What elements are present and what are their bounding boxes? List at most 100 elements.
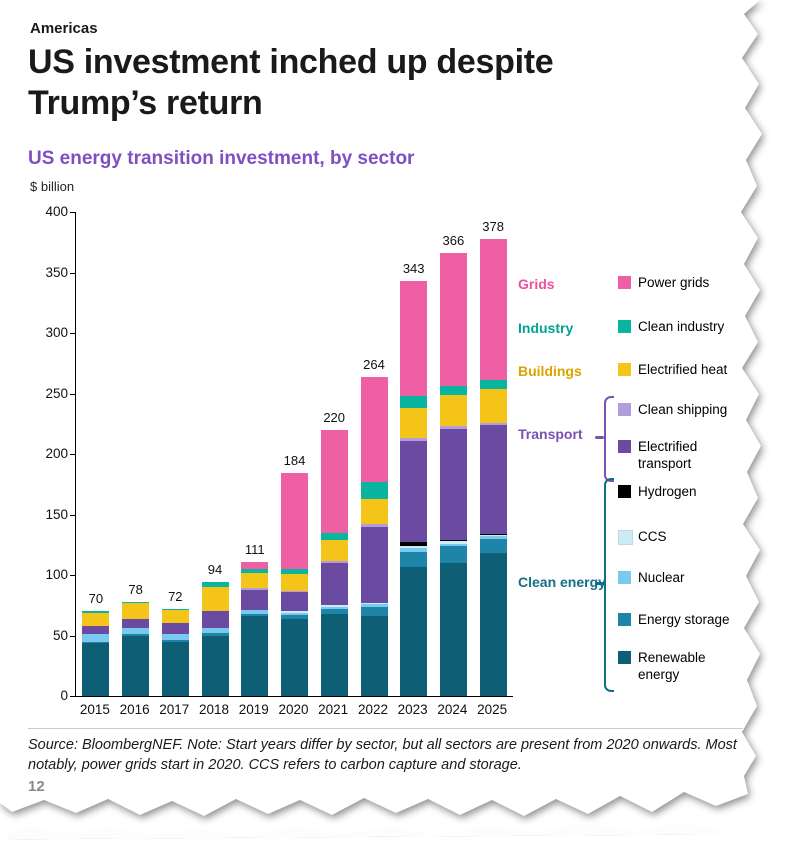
bar-segment-energy-storage — [122, 634, 150, 636]
bar-segment-clean-industry — [82, 611, 110, 613]
y-tick-mark — [70, 272, 75, 274]
bar-segment-energy-storage — [82, 641, 110, 643]
legend-item-label: Clean shipping — [638, 402, 728, 417]
bar-segment-energy-storage — [281, 615, 308, 619]
chart-subtitle: US energy transition investment, by sect… — [28, 148, 415, 169]
legend-bracket-nub — [595, 436, 604, 439]
legend-swatch — [618, 613, 631, 626]
legend-swatch — [618, 276, 631, 289]
y-tick-mark — [70, 454, 75, 455]
y-tick-label: 150 — [45, 506, 68, 522]
bar-segment-clean-industry — [201, 582, 229, 588]
bar-segment-clean-shipping — [400, 438, 428, 441]
y-tick-label: 200 — [45, 446, 68, 461]
y-tick-mark — [70, 635, 75, 637]
bar-total-label: 78 — [128, 581, 143, 597]
bar-total-label: 111 — [244, 541, 265, 557]
x-tick-label: 2023 — [397, 702, 428, 717]
bar-segment-electrified-heat — [82, 612, 110, 626]
bar-segment-energy-storage — [161, 640, 189, 642]
page-number: 12 — [28, 778, 45, 795]
bar-segment-electrified-transport — [400, 440, 428, 543]
bar-segment-renewable-energy — [479, 553, 507, 696]
legend-item-label: Power grids — [638, 275, 710, 290]
bar-segment-power-grids — [479, 238, 507, 381]
bar-segment-power-grids — [241, 561, 269, 569]
bar-segment-energy-storage — [479, 538, 507, 554]
legend-group-label: Industry — [518, 320, 574, 336]
legend-swatch — [618, 363, 631, 376]
bar-segment-electrified-transport — [201, 611, 229, 629]
y-tick-mark — [70, 212, 75, 213]
bar-segment-power-grids — [281, 473, 308, 569]
bar-total-label: 264 — [363, 356, 385, 372]
legend: Grids Power grids Industry Clean industry Bu… — [518, 212, 762, 712]
bar-segment-electrified-transport — [281, 591, 308, 612]
legend-bracket — [604, 478, 614, 692]
legend-item-label: Energy storage — [638, 612, 730, 627]
bar-segment-clean-shipping — [360, 524, 388, 527]
bar-total-label: 343 — [402, 261, 425, 276]
bar-segment-ccs — [479, 535, 507, 537]
bar-segment-power-grids — [360, 376, 388, 482]
bar-segment-nuclear — [161, 634, 189, 641]
legend-item-label: CCS — [638, 529, 667, 544]
bar-segment-ccs — [281, 611, 308, 613]
bar-segment-hydrogen — [439, 539, 467, 542]
bar-segment-electrified-heat — [241, 572, 269, 589]
legend-item-label: Electrified heat — [638, 362, 728, 377]
legend-bracket — [604, 396, 614, 482]
legend-item-label: Electrified transport — [638, 439, 698, 471]
bar-segment-energy-storage — [320, 608, 348, 614]
bar-segment-ccs — [439, 541, 467, 544]
bar-segment-clean-shipping — [479, 422, 507, 425]
bar-segment-nuclear — [122, 628, 150, 635]
bar-segment-renewable-energy — [82, 642, 110, 696]
legend-group-label: Grids — [518, 276, 555, 292]
bar-segment-electrified-transport — [320, 562, 348, 606]
y-tick-label: 300 — [45, 325, 68, 340]
bar-segment-electrified-heat — [201, 587, 229, 612]
bar-segment-electrified-transport — [241, 589, 269, 611]
x-tick-label: 2021 — [318, 702, 349, 717]
bar-segment-clean-shipping — [241, 588, 269, 590]
legend-item-label: Renewable energy — [638, 650, 706, 682]
bar-segment-energy-storage — [439, 546, 467, 563]
legend-swatch — [618, 320, 631, 333]
x-tick-label: 2017 — [159, 702, 190, 717]
legend-swatch — [618, 403, 631, 416]
legend-group-label: Clean energy — [518, 574, 606, 590]
x-tick-label: 2024 — [437, 702, 468, 717]
bar-segment-clean-industry — [320, 532, 348, 540]
bar-total-label: 72 — [168, 588, 183, 604]
bar-segment-electrified-transport — [82, 625, 110, 635]
y-tick-label: 350 — [45, 264, 68, 280]
x-tick-label: 2022 — [357, 702, 389, 717]
x-tick-label: 2020 — [278, 702, 309, 717]
bar-segment-renewable-energy — [241, 616, 269, 696]
y-tick-label: 0 — [60, 688, 68, 703]
bar-segment-energy-storage — [201, 633, 229, 636]
x-tick-label: 2019 — [238, 702, 269, 717]
bar-total-label: 94 — [207, 562, 223, 578]
x-axis: 2015 2016 2017 2018 2019 2020 2021 2022 2023 2024… — [75, 700, 512, 722]
bar-segment-nuclear — [400, 548, 428, 552]
bar-segment-nuclear — [320, 606, 348, 609]
legend-swatch — [618, 651, 631, 664]
y-tick-mark — [70, 514, 75, 516]
bar-segment-power-grids — [400, 280, 428, 396]
bar-segment-electrified-heat — [281, 573, 308, 591]
bar-segment-clean-shipping — [281, 590, 308, 592]
axis-unit-label: $ billion — [30, 179, 75, 194]
bar-total-label: 220 — [323, 409, 346, 425]
bar-segment-nuclear — [439, 543, 467, 546]
legend-bracket-nub — [595, 582, 604, 585]
bar-segment-clean-industry — [360, 481, 388, 499]
bar-segment-electrified-transport — [439, 428, 467, 540]
bar-segment-renewable-energy — [320, 613, 348, 696]
plot-area: 70 78 72 94 111 184 220 264 343 366 378 — [70, 212, 513, 697]
bar-segment-energy-storage — [400, 552, 428, 567]
bar-segment-renewable-energy — [201, 635, 229, 696]
